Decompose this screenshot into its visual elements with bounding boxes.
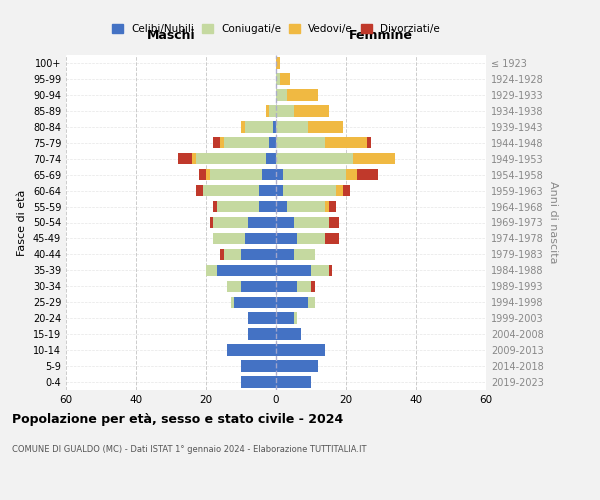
Bar [206, 169, 209, 180]
Bar [311, 280, 314, 292]
Bar [276, 105, 293, 117]
Bar [335, 185, 343, 196]
Bar [213, 232, 245, 244]
Bar [241, 360, 276, 372]
Bar [223, 137, 269, 148]
Bar [276, 185, 283, 196]
Bar [311, 264, 329, 276]
Bar [276, 89, 287, 101]
Bar [276, 328, 301, 340]
Bar [276, 360, 318, 372]
Bar [325, 201, 329, 212]
Bar [276, 344, 325, 356]
Y-axis label: Anni di nascita: Anni di nascita [548, 181, 557, 264]
Bar [293, 312, 297, 324]
Bar [269, 137, 276, 148]
Bar [276, 376, 311, 388]
Bar [241, 280, 276, 292]
Bar [276, 296, 308, 308]
Bar [227, 280, 241, 292]
Bar [203, 185, 259, 196]
Bar [259, 185, 276, 196]
Bar [196, 153, 265, 164]
Bar [178, 153, 192, 164]
Bar [209, 217, 213, 228]
Bar [325, 232, 339, 244]
Bar [283, 169, 346, 180]
Bar [269, 105, 276, 117]
Bar [329, 217, 339, 228]
Bar [234, 296, 276, 308]
Bar [272, 121, 276, 132]
Bar [248, 217, 276, 228]
Bar [220, 137, 223, 148]
Bar [241, 376, 276, 388]
Bar [213, 137, 220, 148]
Bar [259, 201, 276, 212]
Bar [217, 264, 276, 276]
Bar [192, 153, 196, 164]
Bar [276, 121, 308, 132]
Text: Popolazione per età, sesso e stato civile - 2024: Popolazione per età, sesso e stato civil… [12, 412, 343, 426]
Bar [276, 153, 353, 164]
Bar [199, 169, 206, 180]
Bar [283, 185, 335, 196]
Bar [343, 185, 349, 196]
Bar [276, 137, 325, 148]
Bar [276, 169, 283, 180]
Text: Femmine: Femmine [349, 29, 413, 42]
Text: Maschi: Maschi [146, 29, 196, 42]
Bar [353, 153, 395, 164]
Bar [276, 73, 280, 85]
Bar [213, 201, 217, 212]
Bar [276, 201, 287, 212]
Bar [293, 217, 329, 228]
Legend: Celibi/Nubili, Coniugati/e, Vedovi/e, Divorziati/e: Celibi/Nubili, Coniugati/e, Vedovi/e, Di… [108, 20, 444, 38]
Y-axis label: Fasce di età: Fasce di età [17, 190, 27, 256]
Bar [230, 296, 234, 308]
Bar [209, 169, 262, 180]
Bar [248, 312, 276, 324]
Bar [329, 264, 332, 276]
Bar [276, 57, 280, 68]
Bar [308, 121, 343, 132]
Bar [329, 201, 335, 212]
Bar [276, 232, 297, 244]
Bar [262, 169, 276, 180]
Bar [217, 201, 259, 212]
Bar [223, 248, 241, 260]
Bar [265, 105, 269, 117]
Bar [287, 89, 318, 101]
Bar [241, 121, 245, 132]
Bar [276, 248, 293, 260]
Bar [367, 137, 371, 148]
Bar [297, 232, 325, 244]
Bar [213, 217, 248, 228]
Bar [241, 248, 276, 260]
Bar [293, 248, 314, 260]
Bar [220, 248, 223, 260]
Text: COMUNE DI GUALDO (MC) - Dati ISTAT 1° gennaio 2024 - Elaborazione TUTTITALIA.IT: COMUNE DI GUALDO (MC) - Dati ISTAT 1° ge… [12, 445, 367, 454]
Bar [287, 201, 325, 212]
Bar [293, 105, 329, 117]
Bar [325, 137, 367, 148]
Bar [276, 312, 293, 324]
Bar [276, 264, 311, 276]
Bar [280, 73, 290, 85]
Bar [265, 153, 276, 164]
Bar [245, 121, 272, 132]
Bar [356, 169, 377, 180]
Bar [346, 169, 356, 180]
Bar [297, 280, 311, 292]
Bar [276, 280, 297, 292]
Bar [308, 296, 314, 308]
Bar [227, 344, 276, 356]
Bar [276, 217, 293, 228]
Bar [245, 232, 276, 244]
Bar [206, 264, 217, 276]
Bar [196, 185, 203, 196]
Bar [248, 328, 276, 340]
